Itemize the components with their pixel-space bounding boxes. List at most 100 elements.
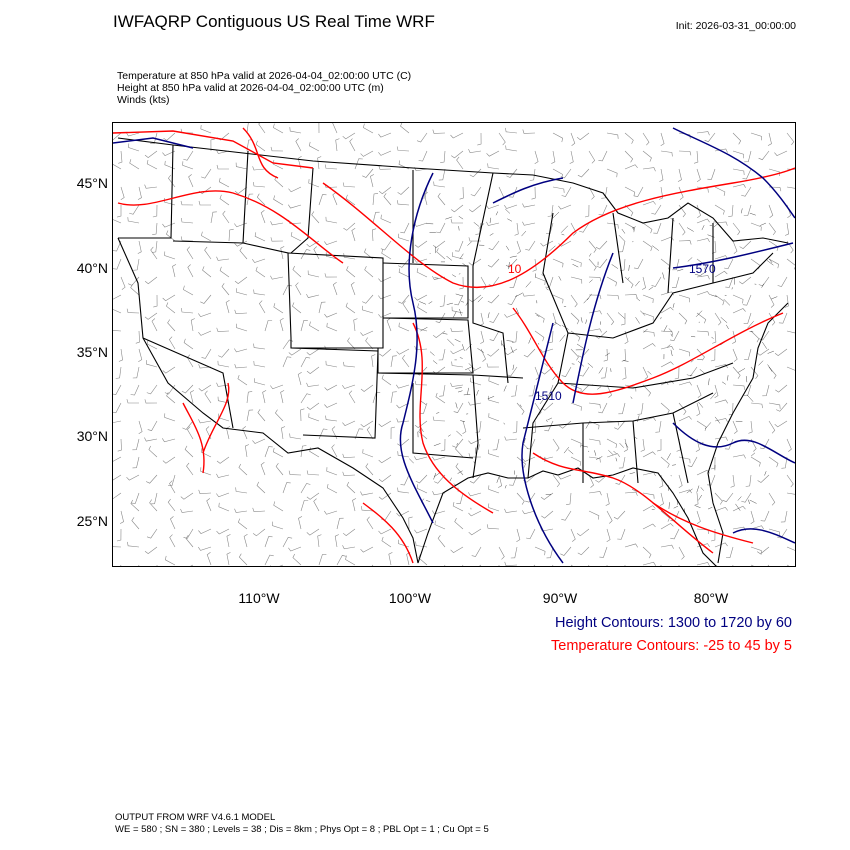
wind-barb bbox=[144, 184, 158, 189]
county-line bbox=[748, 499, 750, 505]
wind-barb bbox=[183, 338, 194, 350]
wind-barb bbox=[272, 521, 284, 530]
wind-barb bbox=[633, 186, 644, 198]
county-line bbox=[547, 417, 552, 421]
wind-barb bbox=[362, 168, 374, 178]
wind-barb bbox=[777, 276, 788, 287]
wind-barb bbox=[275, 409, 284, 422]
county-line bbox=[597, 386, 602, 390]
wind-barb bbox=[696, 258, 707, 270]
wind-barb bbox=[541, 402, 554, 411]
wind-barb bbox=[454, 517, 464, 530]
wind-barb bbox=[306, 402, 320, 410]
wind-barb bbox=[216, 256, 230, 261]
wind-barb bbox=[642, 343, 656, 350]
wind-barb bbox=[534, 546, 546, 556]
wind-barb bbox=[452, 502, 464, 512]
county-line bbox=[700, 487, 704, 491]
wind-barb bbox=[238, 463, 248, 476]
wind-barb bbox=[750, 525, 764, 530]
county-line bbox=[648, 286, 654, 291]
wind-barb bbox=[505, 127, 518, 134]
wind-barb bbox=[714, 255, 728, 260]
wind-barb bbox=[146, 360, 158, 368]
county-line bbox=[581, 445, 588, 448]
county-line bbox=[546, 419, 548, 422]
wind-barb bbox=[345, 555, 356, 566]
wind-barb bbox=[236, 323, 248, 332]
wind-barb bbox=[623, 438, 628, 452]
county-line bbox=[528, 337, 532, 344]
wind-barb bbox=[696, 218, 710, 224]
wind-barb bbox=[280, 390, 285, 404]
wind-barb bbox=[758, 150, 770, 161]
wind-barb bbox=[184, 445, 194, 458]
wind-barb bbox=[129, 204, 140, 215]
wind-barb bbox=[206, 552, 212, 566]
wind-barb bbox=[540, 240, 554, 247]
wind-barb bbox=[262, 390, 267, 404]
county-line bbox=[696, 485, 700, 493]
wind-barb bbox=[459, 186, 464, 200]
wind-barb bbox=[570, 456, 582, 466]
wind-barb bbox=[642, 492, 655, 499]
wind-barb bbox=[164, 413, 176, 422]
county-line bbox=[667, 344, 671, 348]
wind-barb bbox=[504, 561, 518, 566]
wind-barb bbox=[750, 402, 763, 409]
wind-barb bbox=[588, 456, 601, 463]
county-line bbox=[608, 450, 614, 456]
wind-barb bbox=[714, 418, 728, 423]
wind-barb bbox=[198, 200, 212, 206]
wind-barb bbox=[201, 231, 212, 242]
wind-barb bbox=[696, 330, 710, 336]
wind-barb bbox=[309, 447, 320, 458]
wind-barb bbox=[113, 240, 122, 252]
wind-barb bbox=[488, 395, 500, 404]
lon-label-90w: 90°W bbox=[542, 590, 578, 606]
wind-barb bbox=[378, 132, 392, 138]
wind-barb bbox=[498, 546, 505, 560]
wind-barb bbox=[113, 219, 122, 224]
wind-barb bbox=[601, 186, 608, 199]
wind-barb bbox=[561, 186, 572, 197]
wind-barb bbox=[508, 186, 518, 198]
wind-barb bbox=[786, 186, 795, 189]
wind-barb bbox=[621, 348, 626, 362]
wind-barb bbox=[725, 276, 734, 288]
wind-barb bbox=[308, 179, 320, 188]
county-line bbox=[525, 281, 532, 288]
wind-barb bbox=[486, 363, 500, 368]
wind-barb bbox=[678, 150, 692, 156]
wind-barb bbox=[622, 366, 627, 380]
wind-barb bbox=[432, 129, 446, 134]
wind-barb bbox=[190, 390, 195, 404]
wind-barb bbox=[659, 492, 664, 506]
county-line bbox=[668, 328, 673, 332]
county-line bbox=[515, 293, 523, 298]
wind-barb bbox=[440, 438, 446, 452]
wind-barb bbox=[270, 237, 284, 242]
wind-barb bbox=[732, 240, 738, 254]
county-line bbox=[452, 274, 456, 278]
wind-barb bbox=[254, 232, 266, 242]
county-line bbox=[686, 488, 693, 494]
wind-barb bbox=[113, 456, 122, 462]
wind-barb bbox=[236, 288, 248, 296]
wind-barb bbox=[396, 510, 410, 517]
wind-barb bbox=[459, 276, 464, 290]
wind-barb bbox=[318, 554, 327, 566]
wind-barb bbox=[696, 238, 710, 243]
wind-barb bbox=[672, 258, 680, 271]
wind-barb bbox=[216, 327, 230, 332]
wind-barb bbox=[398, 294, 410, 304]
wind-barb bbox=[418, 427, 428, 440]
wind-barb bbox=[378, 474, 392, 482]
wind-barb bbox=[469, 474, 482, 484]
wind-barb bbox=[200, 467, 212, 476]
wind-barb bbox=[547, 204, 554, 217]
wind-barb bbox=[560, 168, 572, 179]
county-line bbox=[623, 360, 629, 362]
wind-barb bbox=[372, 211, 380, 224]
county-line bbox=[506, 340, 514, 342]
